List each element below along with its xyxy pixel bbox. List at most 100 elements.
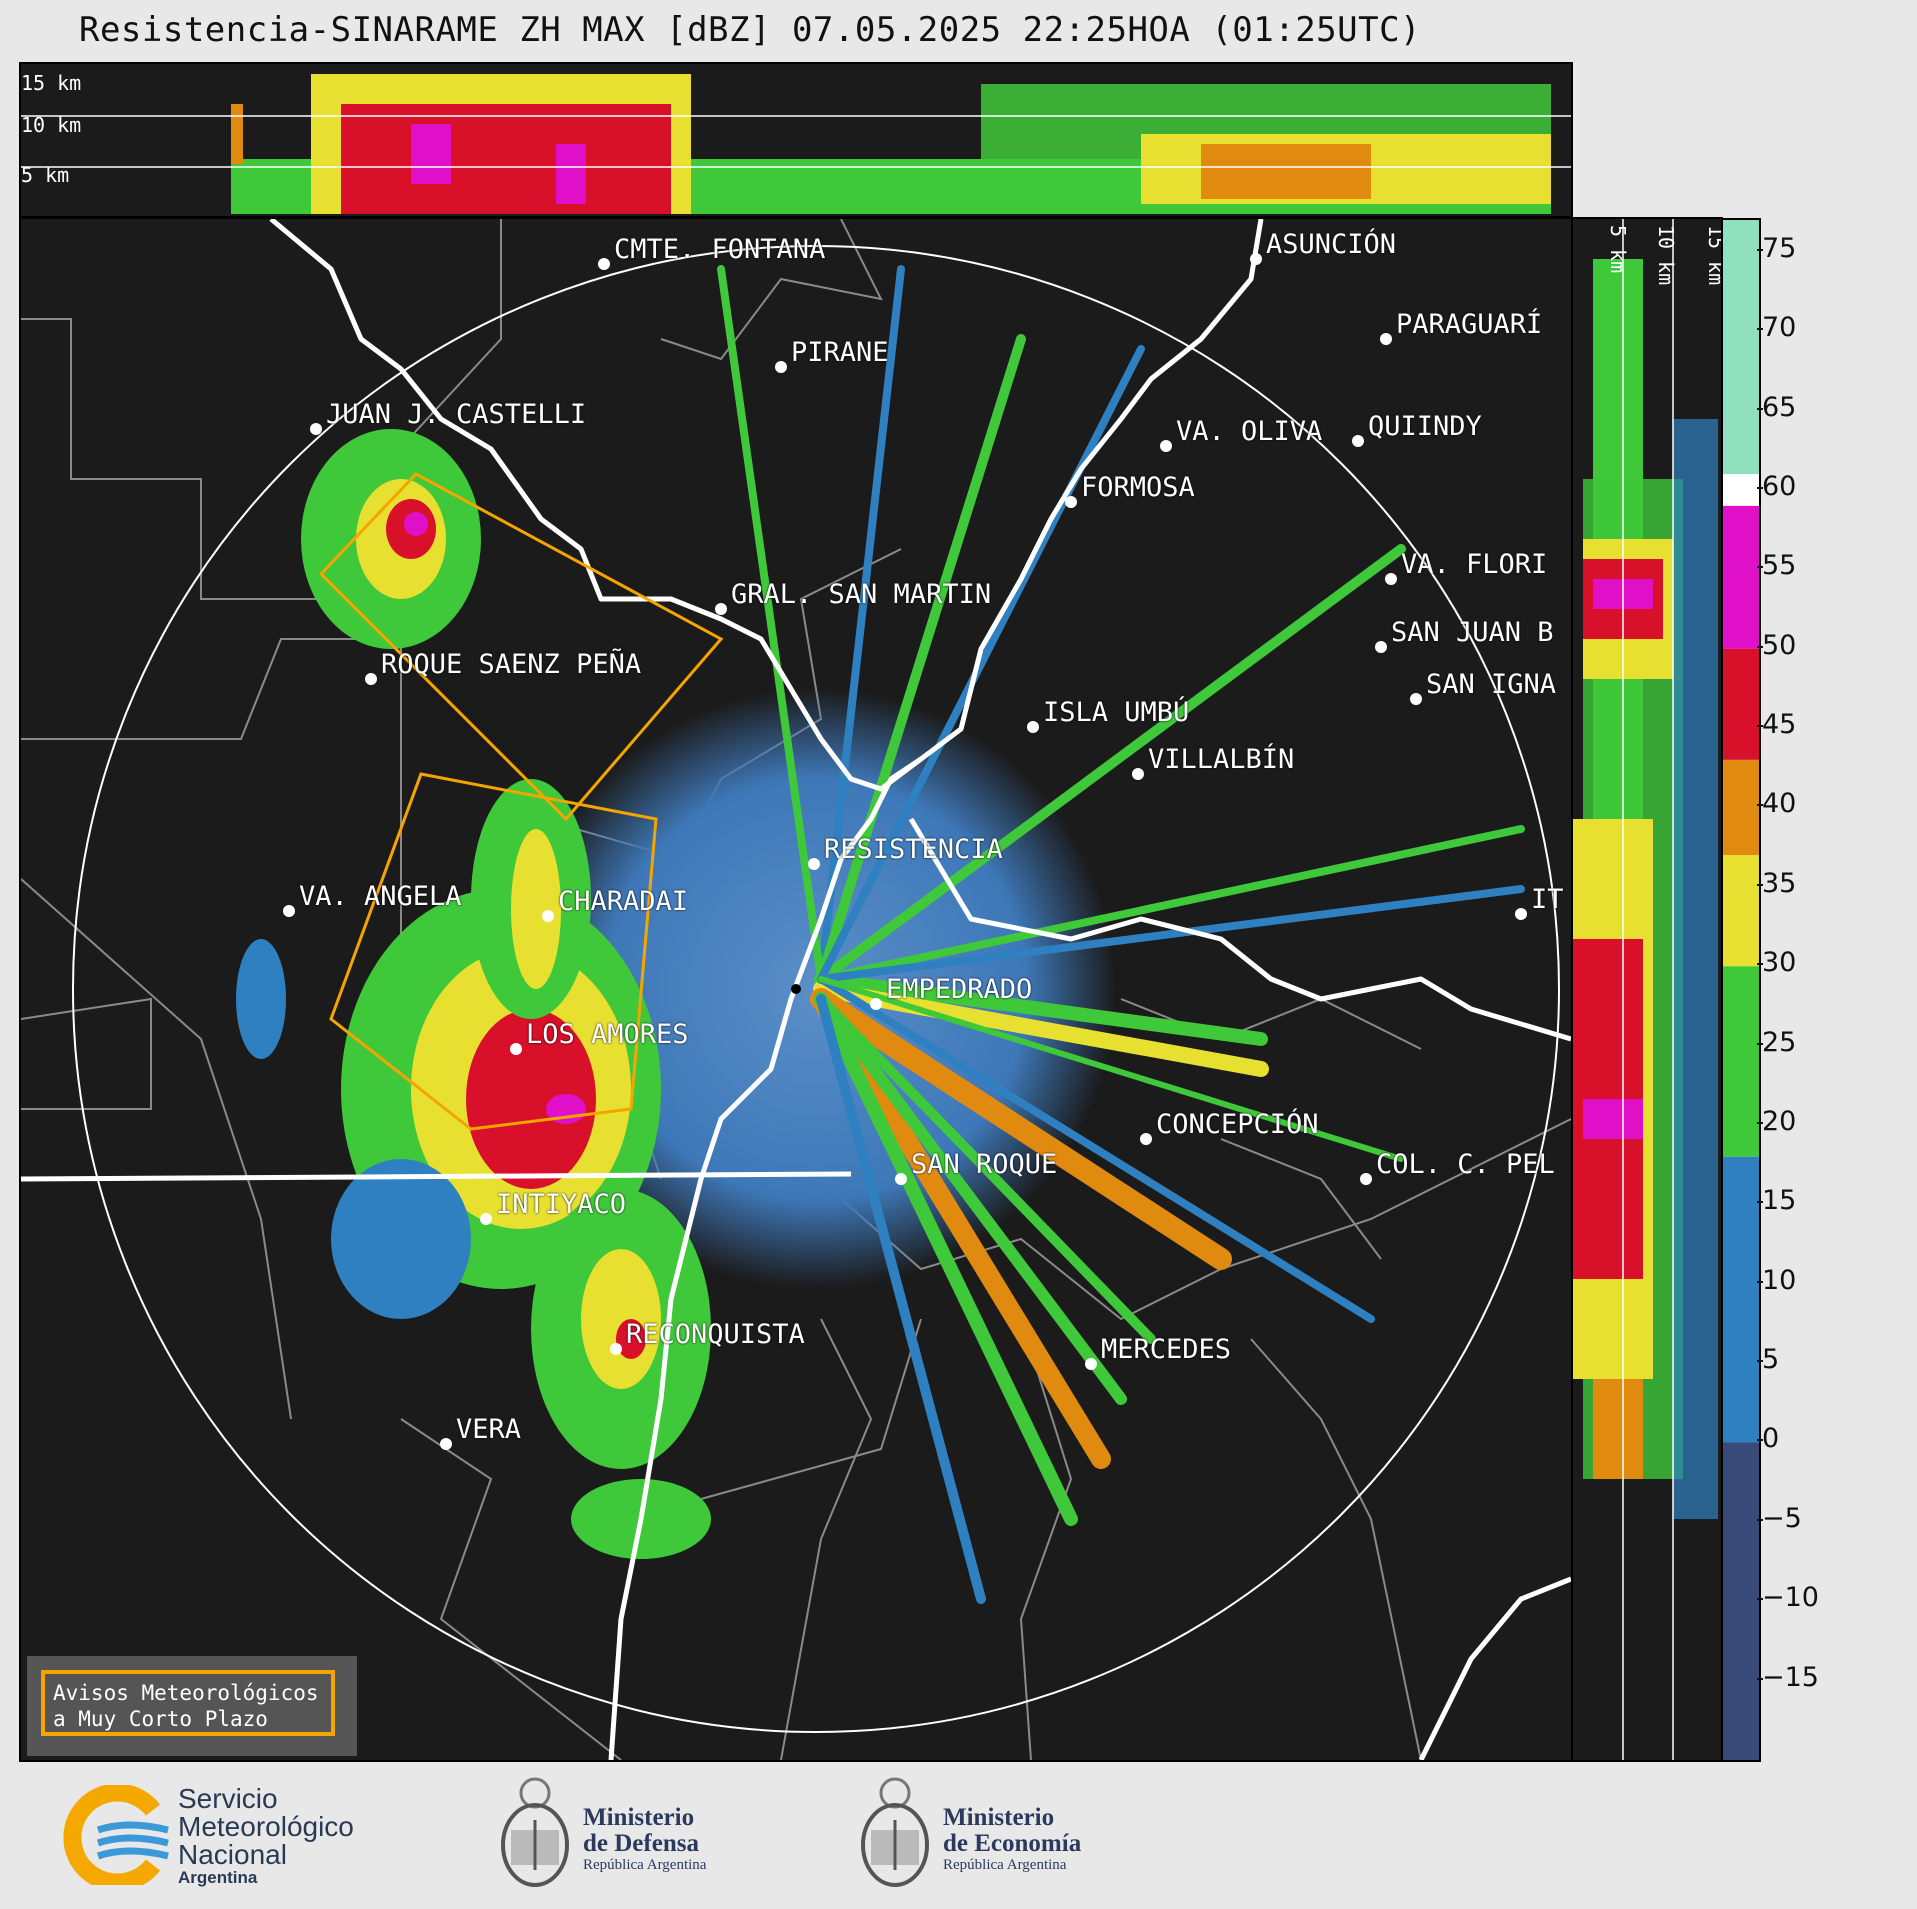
city-label: JUAN J. CASTELLI [326,399,587,430]
city-label: VILLALBÍN [1148,744,1295,775]
colorbar-tick-label: 10 [1762,1264,1797,1296]
city-label: VA. ANGELA [299,881,462,912]
colorbar-tick-label: 5 [1762,1344,1780,1376]
profile-east-orange [1201,144,1371,199]
city-marker [1352,435,1364,447]
colorbar-tick-label: 25 [1762,1026,1797,1058]
city-label: IT [1531,884,1564,915]
defensa-line1: Ministerio [583,1804,695,1831]
city-label: CMTE. FONTANA [614,234,826,265]
smn-line3: Nacional [178,1839,287,1870]
city-label: ISLA UMBÚ [1043,697,1190,728]
colorbar-band [1723,966,1759,1157]
city-label: LOS AMORES [526,1019,689,1050]
top-profile-svg: 15 km 10 km 5 km [21,71,1571,214]
city-marker [365,673,377,685]
city-label: PARAGUARÍ [1396,309,1543,340]
colorbar-tick-label: 15 [1762,1185,1797,1217]
colorbar-tick-mark [1757,804,1763,807]
smn-line1: Servicio [178,1783,278,1814]
profile-intense-echo [341,104,671,214]
city-label: VERA [456,1414,522,1445]
city-label: QUIINDY [1368,411,1482,442]
right-profile-orange [1593,1379,1643,1479]
city-marker [1027,721,1039,733]
city-label: RESISTENCIA [824,834,1003,865]
borders-and-rivers [21,219,1571,1760]
city-marker [870,998,882,1010]
colorbar-tick-label: 55 [1762,550,1797,582]
colorbar-tick-label: 50 [1762,629,1797,661]
warning-legend-line1: Avisos Meteorológicos [53,1681,319,1705]
colorbar-tick-mark [1757,1439,1763,1442]
city-label: COL. C. PEL [1376,1149,1555,1180]
colorbar-tick-mark [1757,883,1763,886]
economia-line1: Ministerio [943,1804,1055,1831]
radar-map[interactable]: CMTE. FONTANA ASUNCIÓN PARAGUARÍ PIRANE JUAN… [19,217,1573,1762]
colorbar-tick-label: 65 [1762,391,1797,423]
radar-map-svg [21,219,1571,1760]
radar-site-marker [791,984,801,994]
city-label: VA. FLORI [1401,549,1548,580]
defensa-sub: República Argentina [583,1856,707,1873]
city-label: EMPEDRADO [886,974,1033,1005]
colorbar-tick-mark [1757,1280,1763,1283]
city-marker [1385,573,1397,585]
colorbar-tick-label: 40 [1762,788,1797,820]
city-label: SAN IGNA [1426,669,1557,700]
city-marker [510,1043,522,1055]
city-marker [542,910,554,922]
colorbar-tick-label: 70 [1762,312,1797,344]
colorbar-tick-mark [1757,1598,1763,1601]
colorbar-tick-mark [1757,645,1763,648]
top-vertical-profile: 15 km 10 km 5 km [19,62,1573,218]
profile-top-label-10: 10 km [21,113,81,137]
profile-top-label-15: 15 km [21,71,81,95]
city-label: ROQUE SAENZ PEÑA [381,649,642,680]
city-marker [895,1173,907,1185]
colorbar-tick-mark [1757,248,1763,251]
right-vertical-profile: 5 km 10 km 15 km [1571,217,1723,1762]
profile-top-label-5: 5 km [21,163,69,187]
city-label: FORMOSA [1081,472,1195,503]
city-label: SAN JUAN B [1391,617,1554,648]
colorbar-tick-mark [1757,1360,1763,1363]
smn-line4: Argentina [178,1868,258,1887]
city-marker [715,603,727,615]
colorbar-tick-mark [1757,1518,1763,1521]
economia-logo: Ministerio de Economía República Argenti… [855,1775,1145,1895]
colorbar-tick-label: −5 [1762,1502,1802,1534]
colorbar-tick-label: 0 [1762,1423,1780,1455]
city-marker [1160,440,1172,452]
colorbar-band [1723,220,1759,475]
colorbar-band [1723,474,1759,506]
defensa-line2: de Defensa [583,1830,699,1858]
colorbar-band [1723,1156,1759,1443]
city-marker [808,858,820,870]
range-ring [72,245,1560,1733]
city-marker [1380,333,1392,345]
city-marker [598,258,610,270]
colorbar-tick-mark [1757,1677,1763,1680]
city-label: INTIYACO [496,1189,627,1220]
profile-right-label-10: 10 km [1654,225,1678,285]
city-marker [1360,1173,1372,1185]
colorbar-band [1723,759,1759,856]
colorbar-tick-mark [1757,328,1763,331]
colorbar-tick-mark [1757,963,1763,966]
city-label: GRAL. SAN MARTIN [731,579,992,610]
city-marker [610,1343,622,1355]
city-marker [1140,1133,1152,1145]
colorbar-svg [1723,220,1759,1760]
colorbar-tick-mark [1757,725,1763,728]
profile-right-label-15: 15 km [1704,225,1721,285]
colorbar-tick-mark [1757,1201,1763,1204]
smn-emblem-icon [63,1785,169,1885]
colorbar-tick-label: 35 [1762,867,1797,899]
colorbar-band [1723,648,1759,760]
colorbar-band [1723,505,1759,649]
economia-line2: de Economía [943,1830,1082,1858]
city-label: CONCEPCIÓN [1156,1109,1319,1140]
city-marker [1410,693,1422,705]
colorbar-tick-label: 20 [1762,1105,1797,1137]
